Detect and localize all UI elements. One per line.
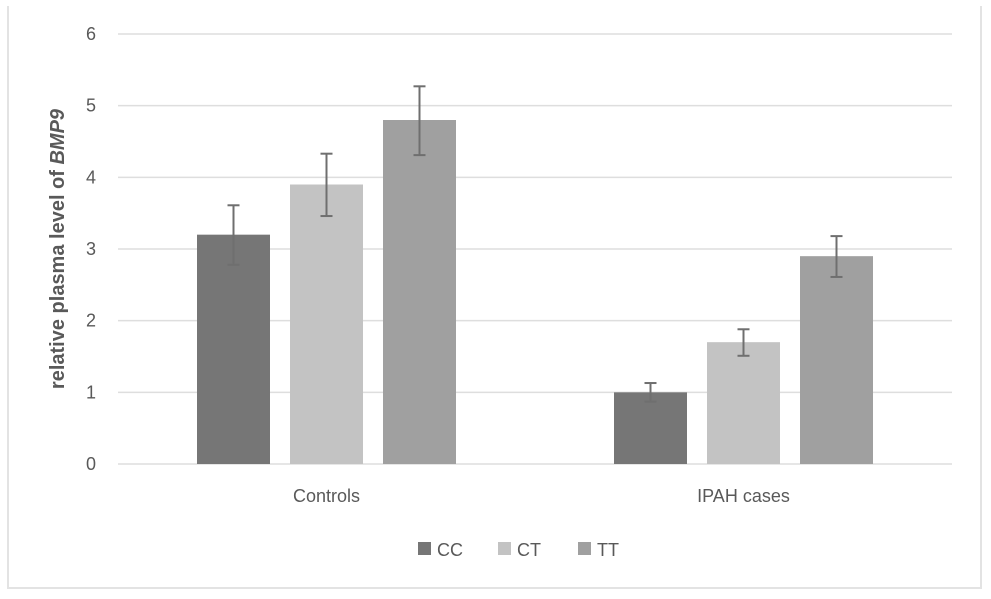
legend-item-tt: TT [578,540,619,560]
bar-ct-ipah-cases [707,342,780,464]
legend: CC CT TT [418,540,619,560]
chart-frame [7,6,982,589]
bar-ct-controls [290,184,363,464]
bar-tt-controls [383,120,456,464]
bars [197,120,873,464]
error-bar [830,235,843,278]
legend-swatch [418,542,431,555]
error-bar [644,382,657,403]
error-bar [413,85,426,157]
bar-tt-ipah-cases [800,256,873,464]
legend-label: TT [597,540,619,560]
x-category-label: IPAH cases [697,486,790,506]
x-category-label: Controls [293,486,360,506]
error-bar [227,204,240,266]
legend-label: CC [437,540,463,560]
error-bars [227,85,843,403]
legend-label: CT [517,540,541,560]
y-tick-label: 6 [86,24,96,44]
y-tick-label: 0 [86,454,96,474]
y-tick-label: 2 [86,311,96,331]
bar-cc-controls [197,234,270,464]
x-axis-categories: Controls IPAH cases [293,486,790,506]
error-bar [737,328,750,357]
legend-swatch [498,542,511,555]
y-tick-label: 3 [86,239,96,259]
y-tick-label: 1 [86,382,96,402]
bar-cc-ipah-cases [614,392,687,464]
legend-item-cc: CC [418,540,463,560]
y-axis-label: relative plasma level of BMP9 [47,108,69,389]
error-bar [320,152,333,218]
legend-swatch [578,542,591,555]
y-axis-ticks: 0 1 2 3 4 5 6 [86,24,96,474]
y-tick-label: 5 [86,96,96,116]
legend-item-ct: CT [498,540,541,560]
y-tick-label: 4 [86,167,96,187]
